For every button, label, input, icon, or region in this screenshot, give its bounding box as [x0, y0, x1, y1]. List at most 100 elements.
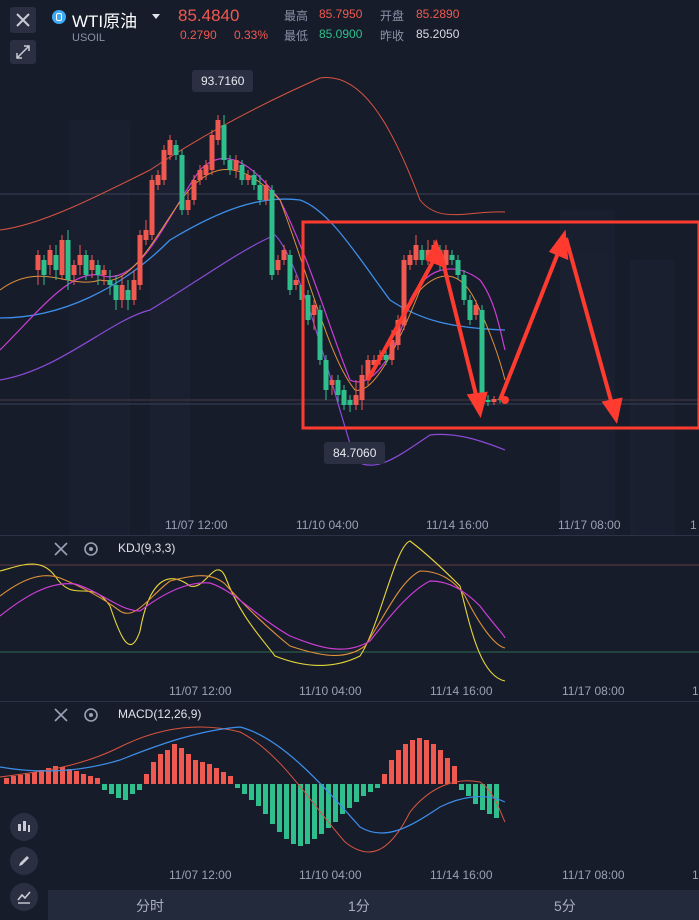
macd-bar [60, 767, 65, 784]
bollinger-mid [0, 198, 506, 331]
price-chart[interactable] [0, 60, 699, 535]
candle-body [83, 255, 89, 275]
symbol-name[interactable]: WTI原油 [72, 12, 138, 31]
candle-body [215, 120, 221, 140]
macd-title: MACD(12,26,9) [118, 707, 202, 721]
macd-bar [424, 740, 429, 784]
candle-body [101, 270, 107, 275]
bollinger-lower [0, 234, 506, 466]
time-label: 1 [690, 518, 697, 532]
candle-body [143, 230, 149, 240]
macd-bar [221, 772, 226, 784]
macd-bar [109, 784, 114, 794]
candle-body [65, 240, 71, 280]
macd-bar [67, 769, 72, 784]
candle-body [197, 170, 203, 180]
low-value: 85.0900 [319, 27, 363, 41]
close-button[interactable] [10, 7, 36, 33]
candle-body [125, 290, 131, 300]
candle-body [185, 200, 191, 210]
macd-bar [242, 784, 247, 794]
tab-1min[interactable]: 1分 [348, 898, 370, 914]
macd-bar [438, 750, 443, 784]
macd-chart[interactable] [0, 702, 699, 867]
indicator-settings-button[interactable] [82, 706, 100, 724]
settings-icon [84, 542, 98, 556]
time-label: 11/10 04:00 [296, 518, 359, 532]
macd-bar [466, 784, 471, 796]
open-label: 开盘 [380, 9, 405, 23]
candle-body [113, 285, 119, 300]
indicator-tool-button[interactable] [10, 883, 38, 911]
macd-bar [445, 758, 450, 784]
close-indicator-button[interactable] [52, 706, 70, 724]
macd-bar [326, 784, 331, 828]
macd-bar [473, 784, 478, 804]
macd-bar [494, 784, 499, 818]
candle-body [203, 165, 209, 175]
candle-body [365, 360, 371, 380]
macd-bar [417, 738, 422, 784]
macd-bar [39, 770, 44, 784]
candle-body [275, 260, 281, 270]
prev-close-label: 昨收 [380, 29, 405, 43]
candle-body [317, 310, 323, 360]
close-indicator-button[interactable] [52, 540, 70, 558]
macd-bar [228, 776, 233, 784]
candle-body [455, 260, 461, 275]
macd-histogram [4, 738, 499, 846]
macd-bar [333, 784, 338, 822]
candle-body [251, 175, 257, 185]
candle-body [467, 300, 473, 320]
tab-timeline[interactable]: 分时 [136, 898, 164, 914]
macd-bar [207, 764, 212, 784]
macd-bar [396, 750, 401, 784]
candle-body [305, 295, 311, 320]
annotation-box [301, 220, 699, 430]
candle-body [311, 305, 317, 315]
settings-icon [84, 708, 98, 722]
kdj-title: KDJ(9,3,3) [118, 541, 176, 555]
macd-bar [382, 774, 387, 784]
candle-body [119, 285, 125, 300]
prev-close-value: 85.2050 [416, 27, 460, 41]
candle-body [71, 265, 77, 275]
macd-bar [361, 784, 366, 796]
kdj-d-line [0, 580, 506, 650]
indicator-settings-button[interactable] [82, 540, 100, 558]
pencil-icon [19, 856, 29, 866]
candlestick-tool-button[interactable] [10, 813, 38, 841]
annotation-arrows [366, 229, 623, 424]
time-label: 11/10 04:00 [299, 684, 362, 698]
candle-body [191, 180, 197, 200]
macd-dea-line [0, 726, 506, 834]
collapse-button[interactable] [10, 40, 36, 64]
candle-body [461, 275, 467, 300]
quote-header: WTI原油 USOIL 85.4840 0.2790 0.33% 最高 85.7… [0, 0, 699, 48]
candle-body [209, 135, 215, 170]
macd-bar [46, 768, 51, 784]
macd-bar [312, 784, 317, 839]
tab-5min[interactable]: 5分 [554, 898, 576, 914]
indicator-icon [17, 891, 31, 904]
time-label: 11/14 16:00 [430, 868, 493, 882]
candle-body [173, 145, 179, 155]
candle-body [35, 255, 41, 270]
macd-bar [249, 784, 254, 800]
high-value: 85.7950 [319, 7, 363, 21]
draw-tool-button[interactable] [10, 847, 38, 875]
bollinger-upper [0, 77, 506, 231]
macd-bar [319, 784, 324, 834]
macd-bar [284, 784, 289, 839]
macd-bar [256, 784, 261, 806]
candle-body [107, 280, 113, 285]
macd-bar [193, 760, 198, 784]
macd-dif-line [0, 726, 506, 853]
kdj-chart[interactable] [0, 536, 699, 701]
macd-bar [165, 750, 170, 784]
chevron-down-icon[interactable] [152, 14, 160, 19]
macd-bar [214, 768, 219, 784]
candle-body [269, 190, 275, 275]
macd-bar [368, 784, 373, 792]
macd-bar [452, 766, 457, 784]
